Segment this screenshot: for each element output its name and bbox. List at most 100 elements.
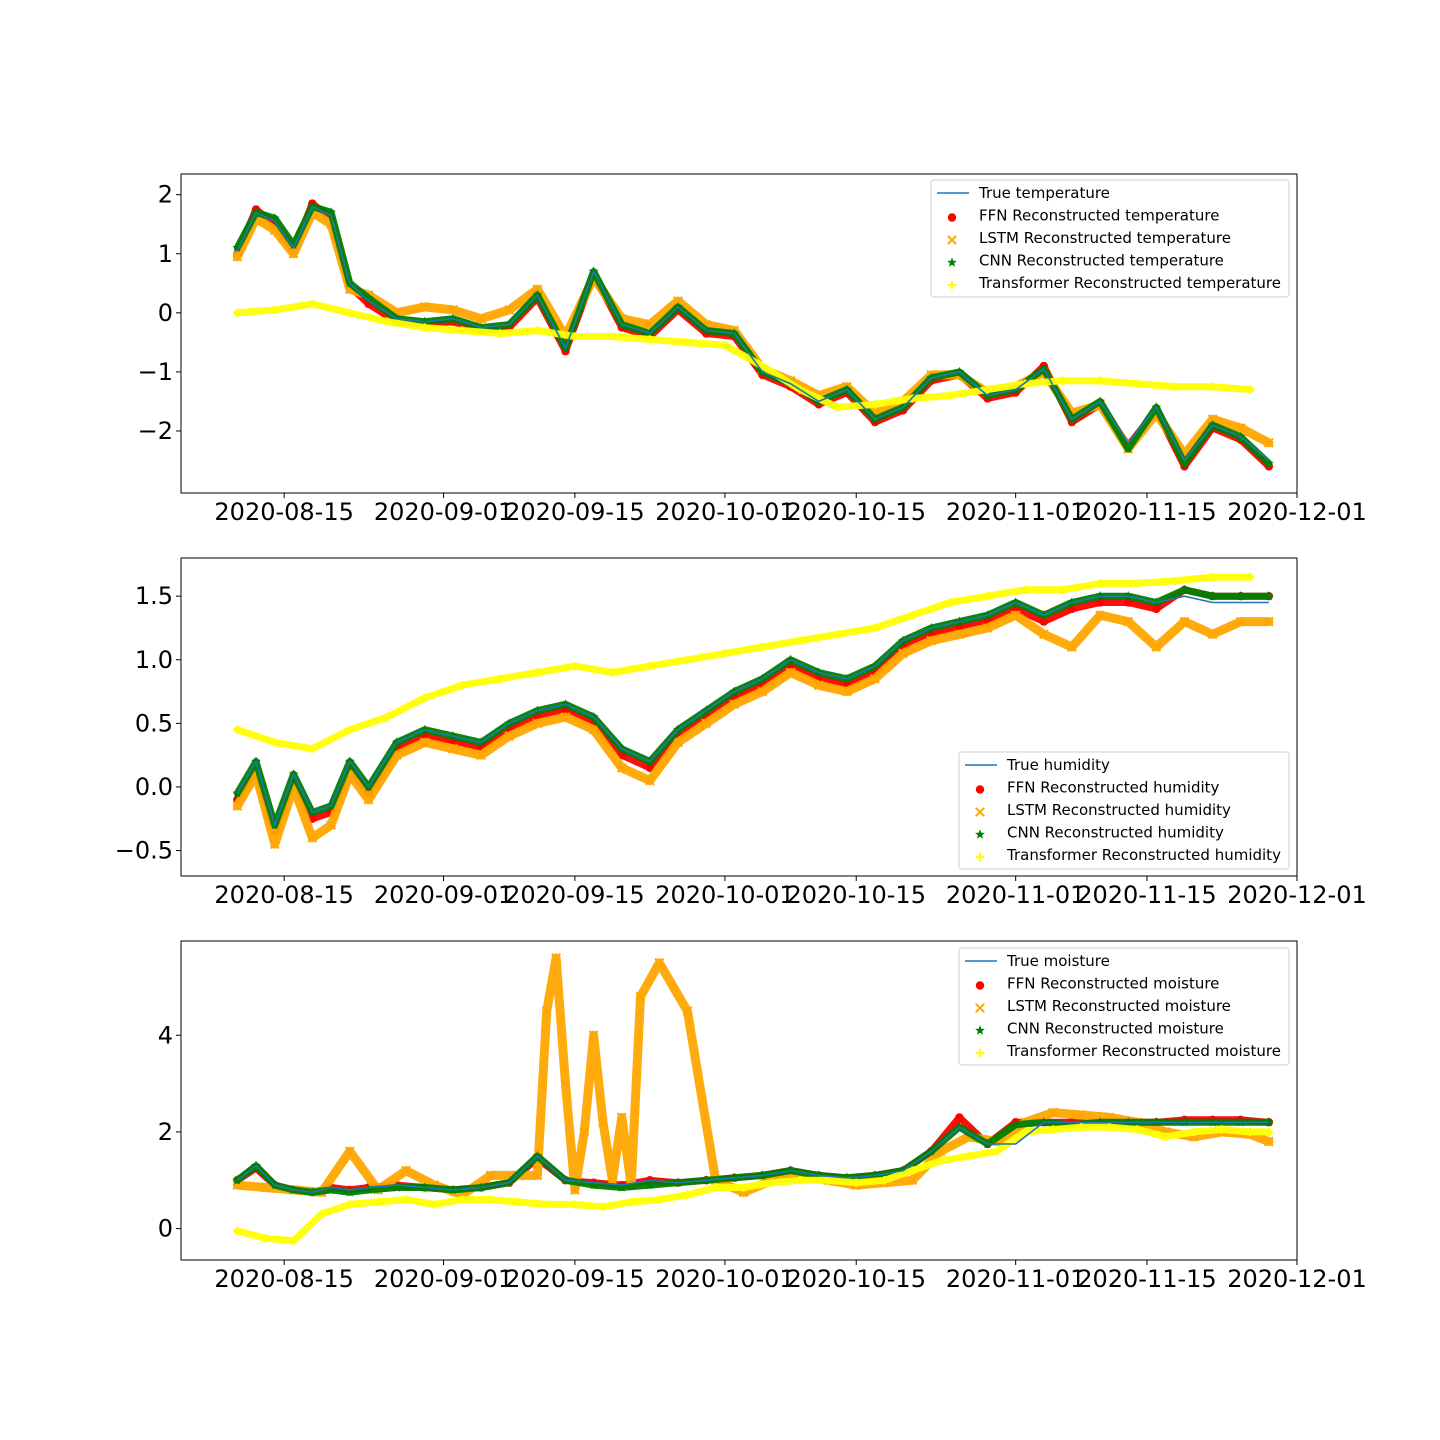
series-band (233, 300, 1254, 411)
legend-frame (958, 947, 1290, 1066)
legend-label: True temperature (978, 184, 1110, 202)
legend-marker-swatch (947, 213, 957, 222)
y-tick-label: 0 (158, 1215, 173, 1243)
x-tick-label: 2020-08-15 (214, 498, 353, 526)
legend-label: Transformer Reconstructed moisture (1006, 1042, 1281, 1060)
legend-marker-swatch (975, 1025, 985, 1035)
legend-marker-swatch (975, 852, 985, 862)
axes-frame (180, 557, 1298, 877)
x-tick-label: 2020-11-15 (1077, 498, 1216, 526)
legend-marker-swatch (947, 280, 957, 290)
legend-marker-swatch (975, 785, 985, 794)
x-tick-label: 2020-10-01 (655, 881, 794, 909)
axes-frame (180, 173, 1298, 494)
y-tick-label: −0.5 (115, 837, 173, 865)
legend-entry: LSTM Reconstructed temperature (947, 229, 1231, 247)
x-tick-label: 2020-10-15 (786, 498, 925, 526)
y-tick-label: 1 (158, 240, 173, 268)
y-axis: 2 1 0 −1 −2 (138, 181, 181, 445)
y-tick-label: 0.5 (135, 709, 173, 737)
legend-label: CNN Reconstructed temperature (979, 252, 1224, 270)
legend-entry: CNN Reconstructed moisture (975, 1020, 1224, 1038)
y-tick-label: 1.0 (135, 646, 173, 674)
x-tick-label: 2020-08-15 (214, 1265, 353, 1293)
x-tick-label: 2020-10-15 (786, 881, 925, 909)
legend-label: CNN Reconstructed moisture (1007, 1020, 1224, 1038)
y-tick-label: 2 (158, 181, 173, 209)
x-tick-label: 2020-09-15 (505, 1265, 644, 1293)
legend-marker-swatch (947, 235, 957, 245)
legend-entry: LSTM Reconstructed humidity (975, 801, 1231, 819)
x-tick-label: 2020-08-15 (214, 881, 353, 909)
y-tick-label: −2 (138, 417, 173, 445)
plot-area (232, 199, 1274, 471)
legend-entry: LSTM Reconstructed moisture (975, 997, 1231, 1015)
legend-entry: Transformer Reconstructed humidity (975, 846, 1281, 864)
legend-marker-swatch (975, 1003, 985, 1013)
legend-marker-swatch (947, 257, 957, 267)
legend-label: LSTM Reconstructed moisture (1007, 997, 1231, 1015)
legend-entry: Transformer Reconstructed moisture (975, 1042, 1281, 1060)
x-tick-label: 2020-11-15 (1077, 1265, 1216, 1293)
legend-label: True moisture (1006, 952, 1110, 970)
x-tick-label: 2020-11-01 (946, 498, 1085, 526)
series-true-moisture (236, 1121, 1269, 1194)
legend-marker-swatch (975, 1048, 985, 1058)
y-axis: 1.5 1.0 0.5 0.0 −0.5 (115, 582, 181, 865)
series-band (233, 1123, 1273, 1245)
legend-entry: Transformer Reconstructed temperature (947, 274, 1281, 292)
legend-marker-swatch (975, 807, 985, 817)
x-tick-label: 2020-12-01 (1227, 1265, 1366, 1293)
x-tick-label: 2020-10-01 (655, 498, 794, 526)
series-transformer-reconstructed-humidity (233, 572, 1255, 753)
legend-entry: FFN Reconstructed temperature (947, 207, 1219, 225)
legend-label: FFN Reconstructed humidity (1007, 779, 1220, 797)
x-tick-label: 2020-09-15 (505, 881, 644, 909)
y-tick-label: 2 (158, 1118, 173, 1146)
x-tick-label: 2020-09-01 (374, 881, 513, 909)
legend-label: FFN Reconstructed moisture (1007, 975, 1219, 993)
y-tick-label: 0 (158, 299, 173, 327)
x-tick-label: 2020-11-01 (946, 1265, 1085, 1293)
x-tick-label: 2020-10-15 (786, 1265, 925, 1293)
x-tick-label: 2020-11-15 (1077, 881, 1216, 909)
x-tick-label: 2020-09-15 (505, 498, 644, 526)
legend-label: CNN Reconstructed humidity (1007, 824, 1224, 842)
series-band (233, 573, 1254, 753)
legend-frame (930, 179, 1290, 298)
x-tick-label: 2020-11-01 (946, 881, 1085, 909)
x-tick-label: 2020-09-01 (374, 498, 513, 526)
x-tick-label: 2020-12-01 (1227, 498, 1366, 526)
series-true-temperature (236, 205, 1270, 462)
x-tick-label: 2020-09-01 (374, 1265, 513, 1293)
series-true-humidity (236, 595, 1269, 828)
y-tick-label: 1.5 (135, 582, 173, 610)
plot-area (232, 572, 1274, 850)
legend: True humidity FFN Reconstructed humidity L… (958, 751, 1290, 870)
legend-entry: CNN Reconstructed humidity (975, 824, 1224, 842)
legend-entry: True temperature (937, 184, 1110, 202)
x-tick-label: 2020-10-01 (655, 1265, 794, 1293)
legend: True temperature FFN Reconstructed temper… (930, 179, 1290, 298)
legend-entry: FFN Reconstructed moisture (975, 975, 1219, 993)
axes-frame (180, 940, 1298, 1261)
legend: True moisture FFN Reconstructed moisture L… (958, 947, 1290, 1066)
legend-marker-swatch (975, 981, 985, 990)
legend-label: FFN Reconstructed temperature (979, 207, 1219, 225)
legend-entry: FFN Reconstructed humidity (975, 779, 1220, 797)
series-transformer-reconstructed-temperature (233, 299, 1255, 412)
series-transformer-reconstructed-moisture (233, 1122, 1274, 1245)
legend-label: True humidity (1006, 756, 1110, 774)
legend-label: LSTM Reconstructed temperature (979, 229, 1231, 247)
y-tick-label: 0.0 (135, 773, 173, 801)
x-tick-label: 2020-12-01 (1227, 881, 1366, 909)
legend-entry: True humidity (965, 756, 1110, 774)
series-lstm-reconstructed-humidity (232, 610, 1274, 850)
